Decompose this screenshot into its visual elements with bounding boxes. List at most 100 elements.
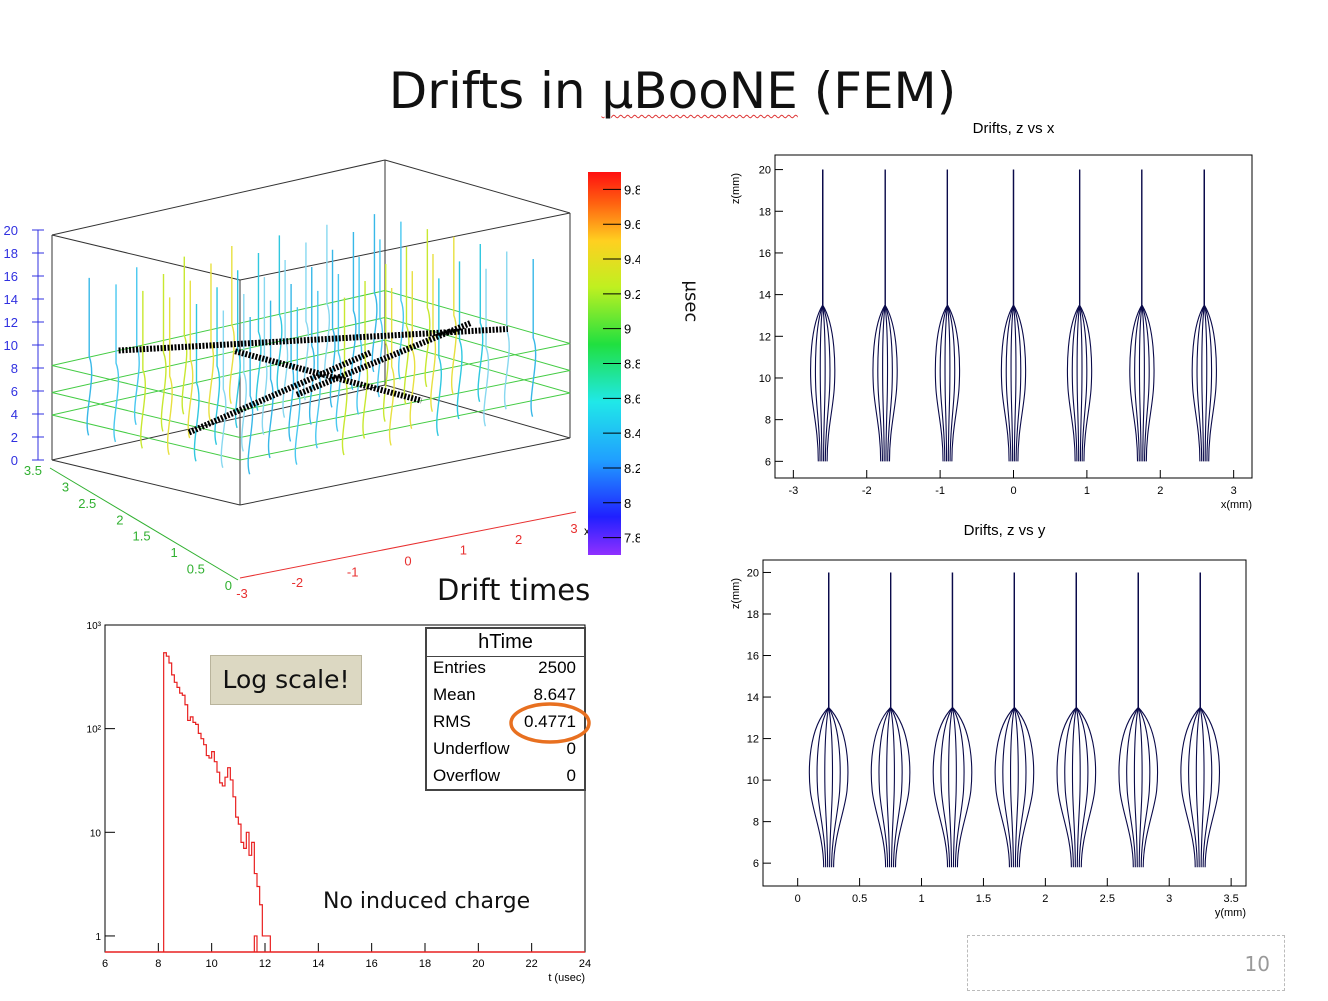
x-tick-label: 2 xyxy=(1042,893,1048,905)
stats-box: hTime xyxy=(425,627,586,791)
drift-path xyxy=(932,572,954,868)
x-tick-label: 1.5 xyxy=(976,893,991,905)
drift-times-label: Drift times xyxy=(437,573,591,607)
y-axis-label: z(mm) xyxy=(730,578,742,609)
title-suffix: (FEM) xyxy=(797,62,957,120)
drift-path-3d xyxy=(247,316,254,475)
x-tick-label: -3 xyxy=(236,586,248,601)
drift-path xyxy=(1133,572,1139,868)
drift-path xyxy=(828,572,849,868)
z-tick-label: 4 xyxy=(11,407,18,422)
drift-path-3d xyxy=(350,232,357,391)
drift-path-3d xyxy=(288,283,295,442)
drift-path xyxy=(1199,572,1213,868)
drift-path xyxy=(1013,572,1027,868)
z-tick-label: 18 xyxy=(4,246,18,261)
x-tick-label: 18 xyxy=(419,958,431,970)
drift-path xyxy=(1056,572,1077,868)
drift-path xyxy=(819,169,824,462)
x-tick-label: -2 xyxy=(862,485,872,497)
x-tick-label: 3 xyxy=(570,521,577,536)
drift-path xyxy=(886,572,892,868)
drift-path xyxy=(828,572,841,868)
stats-label-overflow: Overflow xyxy=(433,766,501,785)
x-tick-label: 1 xyxy=(918,893,924,905)
stats-value-overflow: 0 xyxy=(566,766,576,785)
drift-path xyxy=(1195,572,1201,868)
slide-title: Drifts in μBooNE (FEM) xyxy=(0,62,1328,120)
drift-path-3d xyxy=(436,278,442,437)
x-tick-label: 0 xyxy=(1010,485,1016,497)
y-tick-label: 1 xyxy=(170,545,177,560)
colorbar-tick-label: 8.2 xyxy=(624,461,640,476)
colorbar-tick-label: 9.8 xyxy=(624,182,640,197)
drift-path xyxy=(1012,169,1017,462)
drift-path xyxy=(940,572,954,868)
drift-path-3d xyxy=(315,290,321,449)
x-tick-label: 8 xyxy=(155,958,161,970)
drift-path xyxy=(1141,169,1145,462)
drift-path xyxy=(877,169,886,462)
z-tick-label: 2 xyxy=(11,430,18,445)
drift-path-3d xyxy=(477,244,484,402)
x-tick-label: -2 xyxy=(292,575,304,590)
drift-path xyxy=(1012,169,1027,462)
drift-path xyxy=(1138,169,1143,462)
colorbar-tick-label: 8.6 xyxy=(624,391,640,406)
title-word: μBooNE xyxy=(601,62,798,120)
colorbar-tick-label: 7.8 xyxy=(624,531,640,546)
drift-path xyxy=(872,169,886,462)
z-tick-label: 20 xyxy=(4,223,18,238)
drift-path-3d xyxy=(388,288,395,446)
drift-path-3d xyxy=(335,274,342,432)
colorbar-tick-label: 8 xyxy=(624,496,631,511)
y-tick-label: 8 xyxy=(753,817,759,829)
wire-plane xyxy=(51,339,571,461)
drift-path-3d xyxy=(403,246,410,405)
drift-path xyxy=(1071,169,1081,462)
drift-path-3d xyxy=(267,300,274,459)
y-tick-label: 2.5 xyxy=(78,496,96,511)
stats-label-mean: Mean xyxy=(433,685,476,704)
drift-path xyxy=(890,572,903,868)
wire-plane xyxy=(51,289,571,412)
drift-path-3d xyxy=(362,281,369,439)
colorbar-unit-label: μsec xyxy=(680,280,702,323)
y-tick-label: 6 xyxy=(753,858,759,870)
title-prefix: Drifts in xyxy=(388,62,602,120)
drift-path xyxy=(1010,169,1015,462)
drift-path xyxy=(1137,572,1151,868)
drift-time-histogram: 6 8 10 12 14 16 18 20 22 24 1 10 10² 10³ t (usec) xyxy=(87,621,592,984)
drift-path xyxy=(1000,169,1015,462)
wire-bundle xyxy=(234,348,423,404)
plot-title: Drifts, z vs y xyxy=(964,522,1046,539)
drift-path xyxy=(1141,169,1155,462)
y-tick-label: 2 xyxy=(116,512,123,527)
drift-path xyxy=(946,169,961,462)
drift-path xyxy=(1203,169,1208,462)
x-tick-label: 20 xyxy=(472,958,484,970)
box-edge xyxy=(239,437,571,506)
drift-path xyxy=(1078,169,1083,462)
plot-frame xyxy=(762,559,1247,887)
drift-path xyxy=(1078,169,1093,462)
y-axis-line xyxy=(49,467,239,581)
drift-path-3d xyxy=(424,229,431,388)
y-tick-label: 18 xyxy=(747,609,759,621)
box-edge xyxy=(51,159,386,236)
stats-label-underflow: Underflow xyxy=(433,739,510,758)
drift-path xyxy=(822,169,826,462)
x-tick-label: 2 xyxy=(515,532,522,547)
drift-path xyxy=(824,572,830,868)
x-tick-label: -1 xyxy=(347,564,359,579)
colorbar-tick-label: 9 xyxy=(624,322,631,337)
x-tick-label: 0.5 xyxy=(852,893,867,905)
drift-path xyxy=(1075,572,1081,868)
drift-path-3d xyxy=(282,260,289,418)
drift-path xyxy=(939,169,949,462)
drift-path xyxy=(1129,169,1143,462)
drift-path xyxy=(1137,572,1143,868)
x-tick-label: 1 xyxy=(1084,485,1090,497)
page-number-box: 10 xyxy=(967,935,1285,991)
drift-path xyxy=(1075,572,1089,868)
